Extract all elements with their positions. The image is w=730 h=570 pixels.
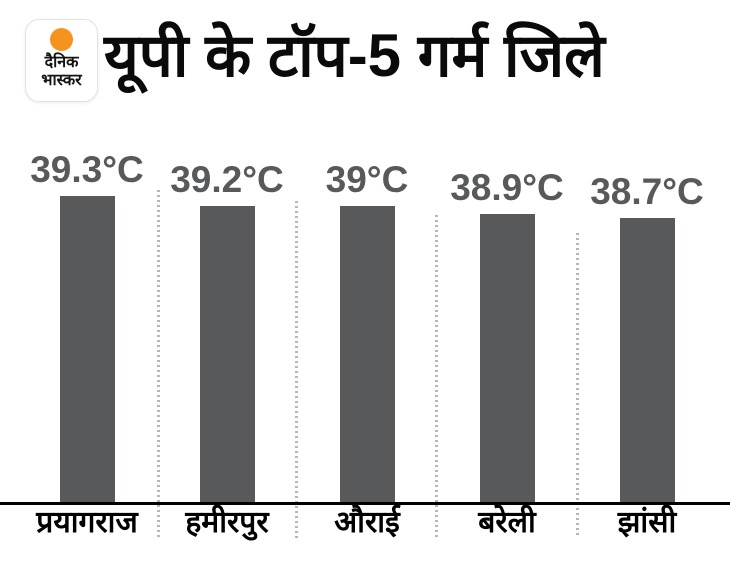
logo-text-line1: दैनिक xyxy=(44,54,79,71)
bar-value-label: 39.3°C xyxy=(30,149,144,190)
logo-text-line2: भास्कर xyxy=(41,72,82,89)
column-divider xyxy=(295,201,298,538)
bar-value-label: 39.2°C xyxy=(170,159,284,200)
dainik-bhaskar-logo: दैनिक भास्कर xyxy=(25,19,98,102)
bar-value-label: 38.9°C xyxy=(450,167,564,208)
column-divider xyxy=(157,190,160,538)
bar-category-label: बरेली xyxy=(478,506,536,539)
temperature-bar xyxy=(619,218,675,502)
x-axis-line xyxy=(0,502,730,505)
bar-value-label: 38.7°C xyxy=(590,171,704,212)
temperature-bar xyxy=(199,206,255,502)
bar-category-label: हमीरपुर xyxy=(185,506,269,539)
bar-category-label: प्रयागराज xyxy=(36,506,138,539)
bar-value-label: 39°C xyxy=(325,159,409,200)
sun-icon xyxy=(50,28,73,51)
column-divider xyxy=(576,233,579,538)
temperature-bar xyxy=(339,206,395,502)
temperature-bar xyxy=(479,214,535,502)
column-divider xyxy=(435,215,438,538)
bar-category-label: झांसी xyxy=(617,506,677,539)
bar-category-label: औराई xyxy=(334,506,400,539)
page-title: यूपी के टॉप-5 गर्म जिले xyxy=(104,22,605,89)
temperature-bar xyxy=(59,196,115,502)
